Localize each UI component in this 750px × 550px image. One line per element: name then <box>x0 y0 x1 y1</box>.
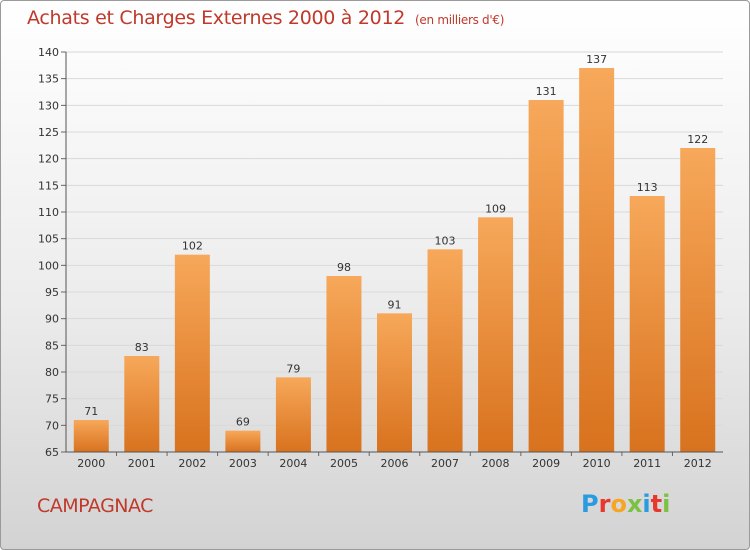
y-tick-label: 65 <box>45 446 59 459</box>
bar-2000 <box>73 420 109 452</box>
data-label-2011: 113 <box>637 181 658 194</box>
x-tick-label: 2010 <box>583 457 611 470</box>
data-label-2001: 83 <box>135 341 149 354</box>
y-tick-label: 70 <box>45 419 59 432</box>
data-label-2003: 69 <box>236 416 250 429</box>
logo-letter: i <box>642 490 651 518</box>
x-tick-label: 2008 <box>482 457 510 470</box>
y-tick-label: 125 <box>38 126 59 139</box>
x-tick-label: 2009 <box>532 457 560 470</box>
x-tick-label: 2011 <box>633 457 661 470</box>
x-tick-label: 2012 <box>684 457 712 470</box>
x-tick-label: 2000 <box>77 457 105 470</box>
data-label-2004: 79 <box>286 362 300 375</box>
data-label-2000: 71 <box>84 405 98 418</box>
x-tick-label: 2001 <box>128 457 156 470</box>
y-axis-ticks: 65 70 75 80 85 90 95 100 105 110 115 120 125 130 135 14… <box>38 46 66 459</box>
bar-2008 <box>478 217 514 452</box>
logo-letter: r <box>598 490 611 518</box>
y-tick-label: 75 <box>45 393 59 406</box>
x-tick-label: 2007 <box>431 457 459 470</box>
y-tick-label: 80 <box>45 366 59 379</box>
x-tick-label: 2002 <box>178 457 206 470</box>
x-tick-label: 2006 <box>381 457 409 470</box>
logo-letter: o <box>610 490 627 518</box>
y-tick-label: 130 <box>38 99 59 112</box>
bar-2009 <box>528 100 564 452</box>
city-name: CAMPAGNAC <box>37 495 153 517</box>
x-tick-label: 2005 <box>330 457 358 470</box>
chart-unit: (en milliers d'€) <box>415 13 505 27</box>
bar-2006 <box>377 313 412 452</box>
y-tick-label: 115 <box>38 179 59 192</box>
bar-2005 <box>326 276 362 452</box>
y-tick-label: 135 <box>38 73 59 86</box>
y-tick-label: 90 <box>45 313 59 326</box>
bar-2007 <box>427 249 463 452</box>
logo-letter: P <box>581 490 599 518</box>
chart-title-text: Achats et Charges Externes 2000 à 2012 <box>27 7 406 29</box>
y-tick-label: 120 <box>38 153 59 166</box>
data-label-2010: 137 <box>586 53 607 66</box>
data-label-2012: 122 <box>687 133 708 146</box>
data-label-2008: 109 <box>485 202 506 215</box>
x-axis-ticks: 2000 2001 2002 2003 2004 2005 2006 2007 2008 2009… <box>77 452 712 470</box>
bar-2004 <box>275 377 311 452</box>
bars: 71 83 102 69 79 98 91 103 109 131 137 113 122 <box>73 53 716 452</box>
proxiti-logo: Proxiti <box>581 490 693 520</box>
logo-letter: x <box>626 490 643 518</box>
logo-letter: i <box>662 490 671 518</box>
bar-2001 <box>124 356 160 452</box>
y-tick-label: 85 <box>45 339 59 352</box>
logo-letter: t <box>650 490 663 518</box>
bar-2003 <box>225 430 261 452</box>
y-tick-label: 95 <box>45 286 59 299</box>
bar-2012 <box>680 148 716 452</box>
bar-2011 <box>629 196 665 452</box>
y-tick-label: 140 <box>38 46 59 59</box>
bar-2002 <box>174 254 210 452</box>
x-tick-label: 2003 <box>229 457 257 470</box>
y-tick-label: 100 <box>38 259 59 272</box>
data-label-2009: 131 <box>536 85 557 98</box>
y-tick-label: 110 <box>38 206 59 219</box>
data-label-2006: 91 <box>388 298 402 311</box>
y-tick-label: 105 <box>38 233 59 246</box>
data-label-2007: 103 <box>435 234 456 247</box>
chart-title: Achats et Charges Externes 2000 à 2012 (e… <box>27 7 504 29</box>
data-label-2005: 98 <box>337 261 351 274</box>
x-tick-label: 2004 <box>279 457 307 470</box>
bar-2010 <box>579 68 615 452</box>
data-label-2002: 102 <box>182 240 203 253</box>
